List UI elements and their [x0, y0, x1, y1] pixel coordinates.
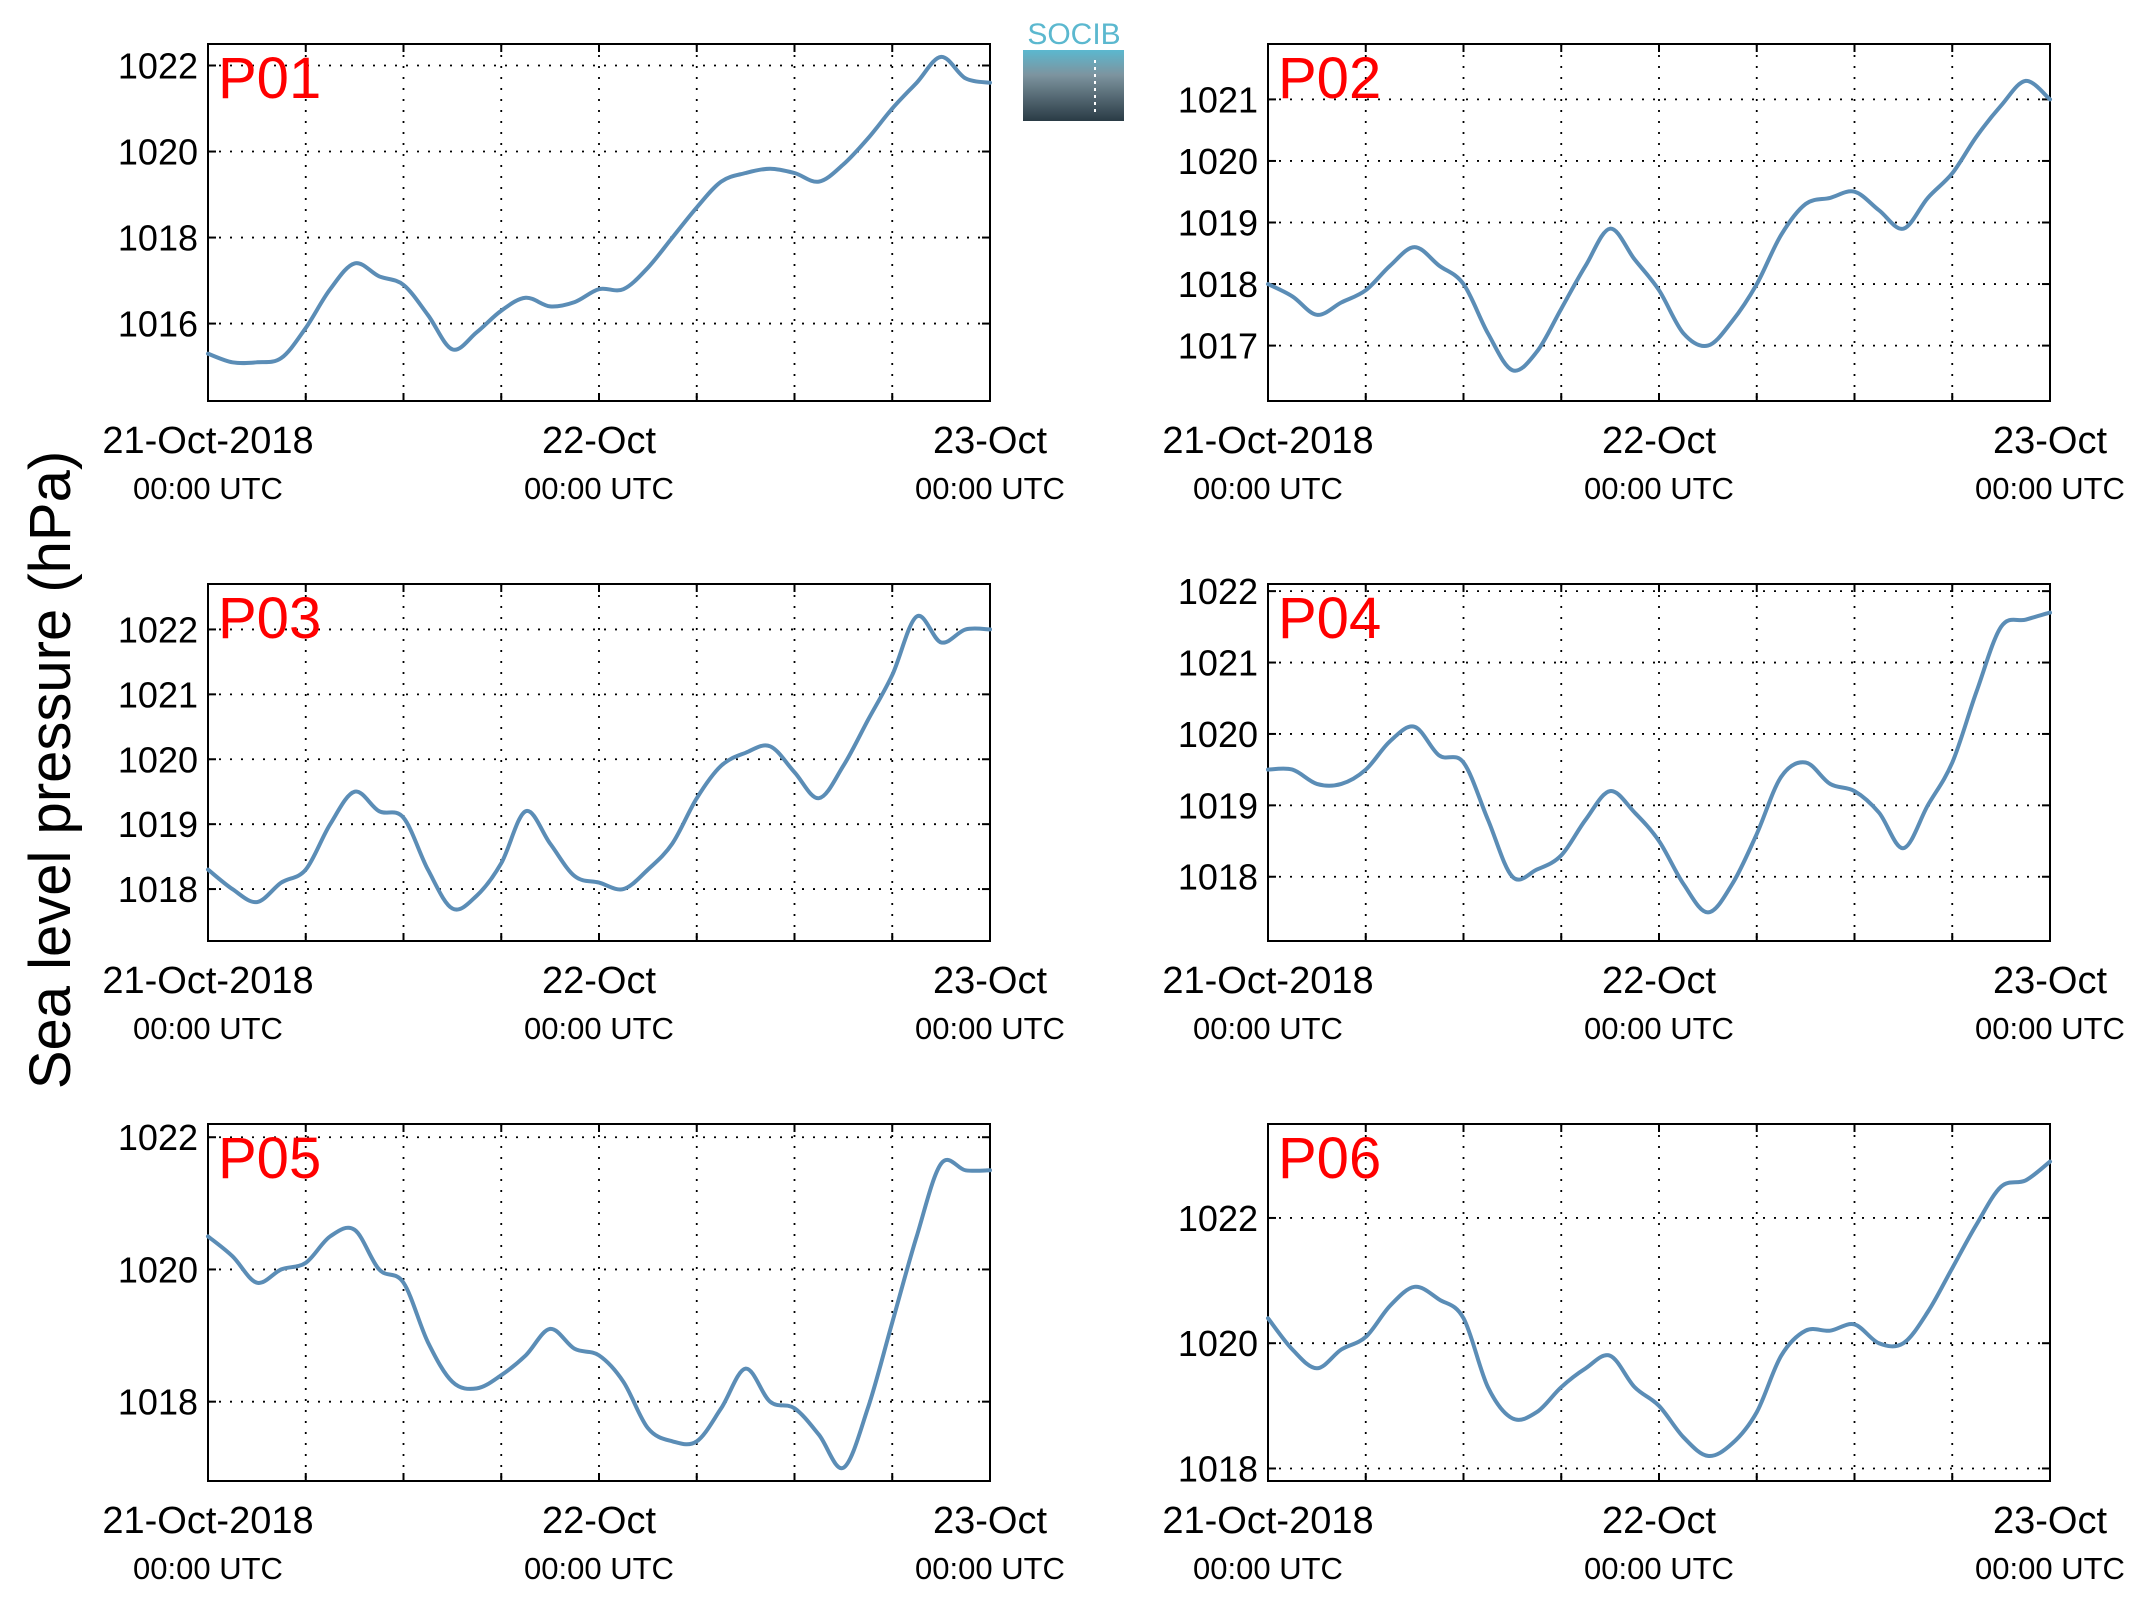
x-tick-label: 21-Oct-2018 [102, 960, 313, 1002]
panel-p03: 1018 1019 1020 1021 1022 21-Oct-2018 00:00 UTC… [102, 583, 1065, 1046]
x-tick-label: 23-Oct [1993, 960, 2107, 1002]
plot-frame [207, 43, 991, 402]
panel-p04: 1018 1019 1020 1021 1022 21-Oct-2018 00:00 UTC… [1162, 571, 2125, 1046]
plot-frame [1267, 43, 2051, 402]
y-tick-label: 1018 [1178, 857, 1258, 898]
y-tick-label: 1020 [1178, 714, 1258, 755]
x-tick-label: 22-Oct [1602, 1500, 1716, 1542]
x-tick-sublabel: 00:00 UTC [524, 471, 674, 506]
x-tick-label: 22-Oct [542, 1500, 656, 1542]
y-tick-label: 1021 [1178, 79, 1258, 120]
x-tick-label: 22-Oct [1602, 960, 1716, 1002]
panel-p06: 1018 1020 1022 21-Oct-2018 00:00 UTC 22-Oct 00… [1162, 1123, 2125, 1586]
x-tick-sublabel: 00:00 UTC [1975, 1551, 2125, 1586]
x-tick-label: 21-Oct-2018 [102, 1500, 313, 1542]
panel-label: P06 [1278, 1126, 1381, 1191]
x-tick-sublabel: 00:00 UTC [524, 1551, 674, 1586]
x-tick-label: 21-Oct-2018 [1162, 420, 1373, 462]
x-tick-sublabel: 00:00 UTC [133, 1551, 283, 1586]
panel-label: P03 [218, 586, 321, 651]
x-tick-label: 23-Oct [933, 960, 1047, 1002]
y-tick-label: 1020 [118, 1249, 198, 1290]
panel-p01: 1016 1018 1020 1022 21-Oct-2018 00:00 UTC 22-O… [102, 43, 1065, 506]
x-tick-label: 22-Oct [542, 960, 656, 1002]
x-tick-label: 21-Oct-2018 [102, 420, 313, 462]
y-tick-label: 1018 [1178, 264, 1258, 305]
x-tick-label: 23-Oct [933, 1500, 1047, 1542]
x-tick-sublabel: 00:00 UTC [524, 1011, 674, 1046]
y-tick-label: 1020 [118, 739, 198, 780]
panel-p02: 1017 1018 1019 1020 1021 21-Oct-2018 00:00 UTC… [1162, 43, 2125, 506]
y-tick-label: 1018 [118, 218, 198, 259]
x-tick-label: 23-Oct [933, 420, 1047, 462]
x-tick-label: 23-Oct [1993, 1500, 2107, 1542]
x-tick-sublabel: 00:00 UTC [133, 1011, 283, 1046]
y-tick-label: 1020 [1178, 141, 1258, 182]
y-tick-label: 1020 [118, 132, 198, 173]
x-tick-sublabel: 00:00 UTC [1975, 471, 2125, 506]
y-tick-label: 1018 [118, 869, 198, 910]
y-tick-label: 1019 [118, 804, 198, 845]
x-tick-label: 22-Oct [542, 420, 656, 462]
y-tick-label: 1021 [1178, 643, 1258, 684]
plot-frame [207, 583, 991, 942]
y-tick-label: 1019 [1178, 785, 1258, 826]
x-tick-sublabel: 00:00 UTC [915, 1551, 1065, 1586]
panel-label: P05 [218, 1126, 321, 1191]
x-tick-sublabel: 00:00 UTC [1584, 1551, 1734, 1586]
x-tick-sublabel: 00:00 UTC [915, 1011, 1065, 1046]
x-tick-label: 21-Oct-2018 [1162, 960, 1373, 1002]
y-tick-label: 1021 [118, 674, 198, 715]
x-tick-sublabel: 00:00 UTC [1584, 1011, 1734, 1046]
y-tick-label: 1022 [118, 46, 198, 87]
x-tick-sublabel: 00:00 UTC [1975, 1011, 2125, 1046]
logo-text: SOCIB [1027, 18, 1120, 51]
y-tick-label: 1018 [118, 1382, 198, 1423]
y-tick-label: 1018 [1178, 1448, 1258, 1489]
x-tick-sublabel: 00:00 UTC [1193, 1551, 1343, 1586]
y-axis-label: Sea level pressure (hPa) [18, 451, 83, 1089]
plot-frame [1267, 583, 2051, 942]
x-tick-sublabel: 00:00 UTC [1584, 471, 1734, 506]
y-tick-label: 1022 [118, 609, 198, 650]
y-tick-label: 1017 [1178, 326, 1258, 367]
panel-label: P02 [1278, 46, 1381, 111]
y-tick-label: 1016 [118, 304, 198, 345]
y-tick-label: 1019 [1178, 203, 1258, 244]
x-tick-sublabel: 00:00 UTC [1193, 471, 1343, 506]
x-tick-sublabel: 00:00 UTC [133, 471, 283, 506]
panel-p05: 1018 1020 1022 21-Oct-2018 00:00 UTC 22-Oct 00… [102, 1117, 1065, 1586]
x-tick-sublabel: 00:00 UTC [1193, 1011, 1343, 1046]
panel-label: P01 [218, 46, 321, 111]
x-tick-label: 23-Oct [1993, 420, 2107, 462]
x-tick-label: 22-Oct [1602, 420, 1716, 462]
socib-logo: SOCIB [1023, 18, 1124, 121]
y-tick-label: 1020 [1178, 1323, 1258, 1364]
x-tick-label: 21-Oct-2018 [1162, 1500, 1373, 1542]
x-tick-sublabel: 00:00 UTC [915, 471, 1065, 506]
y-tick-label: 1022 [1178, 1198, 1258, 1239]
plot-frame [207, 1123, 991, 1482]
y-tick-label: 1022 [1178, 571, 1258, 612]
y-tick-label: 1022 [118, 1117, 198, 1158]
panel-label: P04 [1278, 586, 1381, 651]
